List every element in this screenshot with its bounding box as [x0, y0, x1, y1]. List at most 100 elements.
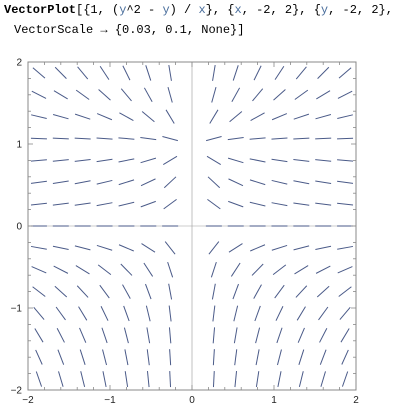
code-token: , -2, 2}, [328, 3, 393, 17]
vector-segment [163, 176, 177, 189]
input-cell[interactable]: VectorPlot[{1, (y^2 - y) / x}, {x, -2, 2… [0, 0, 402, 40]
vector-segment [233, 305, 239, 322]
code-line-1: VectorPlot[{1, (y^2 - y) / x}, {x, -2, 2… [0, 0, 402, 20]
vector-segment [96, 179, 113, 185]
vector-segment [97, 264, 112, 275]
vector-segment [315, 245, 332, 251]
x-tick-label: 0 [189, 395, 195, 406]
vector-segment [297, 327, 305, 343]
vector-segment [54, 66, 67, 79]
vector-segment [249, 201, 266, 207]
vector-segment [99, 65, 110, 80]
vector-segment [118, 179, 135, 186]
vector-segment [96, 137, 113, 140]
vector-segment [315, 137, 332, 140]
code-token: {0.03, 0.1, None}] [114, 23, 245, 37]
vector-segment [96, 202, 113, 207]
vector-segment [101, 327, 108, 344]
vector-segment [276, 327, 283, 344]
vector-segment [341, 349, 349, 365]
vector-segment [233, 327, 238, 344]
vector-segment [163, 198, 177, 210]
vector-segment [99, 284, 110, 299]
vector-segment [145, 283, 152, 300]
vector-segment [232, 283, 239, 300]
vector-segment [227, 136, 244, 141]
vector-segment [271, 158, 288, 163]
vector-segment [140, 136, 157, 141]
code-token: y [119, 3, 127, 17]
vector-segment [277, 371, 282, 388]
vector-segment [212, 327, 216, 344]
vector-segment [102, 371, 107, 388]
vector-segment [255, 327, 261, 344]
vector-segment [74, 180, 91, 185]
vector-segment [168, 327, 172, 344]
vector-segment [118, 201, 135, 207]
vector-segment [162, 135, 178, 142]
vector-segment [337, 159, 354, 162]
vector-segment [274, 284, 285, 299]
vector-segment [271, 202, 288, 207]
vector-segment [146, 327, 151, 344]
vector-segment [57, 349, 65, 365]
vector-segment [75, 89, 90, 100]
vector-segment [34, 328, 44, 343]
code-line-2: VectorScale → {0.03, 0.1, None}] [0, 20, 402, 40]
y-tick-label: −2 [11, 386, 23, 397]
vector-segment [167, 86, 173, 103]
vector-segment [52, 202, 69, 206]
vector-segment [33, 307, 45, 320]
vector-segment [272, 264, 287, 275]
vector-segment [140, 157, 157, 164]
vector-segment [337, 266, 353, 274]
vector-segment [293, 202, 310, 206]
vector-segment [212, 371, 215, 388]
vector-segment [74, 137, 91, 140]
vector-segment [79, 349, 86, 365]
vector-segment [296, 306, 306, 321]
vector-segment [167, 261, 174, 278]
code-token: y [162, 3, 170, 17]
vector-segment [319, 349, 327, 365]
vector-segment [273, 89, 286, 101]
vector-segment [168, 283, 173, 300]
vector-segment [100, 306, 109, 321]
vector-segment [318, 306, 329, 321]
vector-segment [337, 245, 354, 250]
vector-segment [75, 265, 90, 275]
vector-segment [338, 286, 352, 297]
vector-segment [232, 65, 239, 81]
vector-segment [124, 371, 129, 388]
vector-segment [35, 349, 43, 365]
vector-segment [79, 327, 87, 343]
vector-segment [141, 243, 156, 253]
vector-segment [32, 286, 46, 297]
vector-segment [98, 89, 111, 101]
vector-segment [96, 158, 113, 163]
vector-segment [118, 158, 135, 163]
vector-segment [169, 349, 172, 366]
vector-segment [337, 90, 353, 99]
vector-segment [53, 90, 68, 100]
vector-segment [317, 66, 330, 79]
vector-segment [31, 266, 47, 274]
vector-segment [339, 307, 351, 320]
vector-segment [275, 306, 284, 321]
vector-segment [165, 109, 175, 124]
vector-segment [228, 243, 243, 253]
vector-segment [315, 202, 332, 206]
vector-segment [251, 263, 264, 276]
vector-segment [338, 67, 352, 79]
vector-segment [212, 64, 216, 81]
vector-segment [234, 371, 238, 388]
vector-segment [146, 349, 150, 366]
vector-segment [74, 158, 91, 162]
vector-segment [52, 180, 69, 184]
vector-segment [52, 137, 69, 140]
vector-segment [249, 137, 266, 140]
code-token: x [198, 3, 206, 17]
vector-segment [74, 202, 91, 206]
vector-segment [206, 135, 222, 142]
vector-segment [271, 244, 288, 251]
